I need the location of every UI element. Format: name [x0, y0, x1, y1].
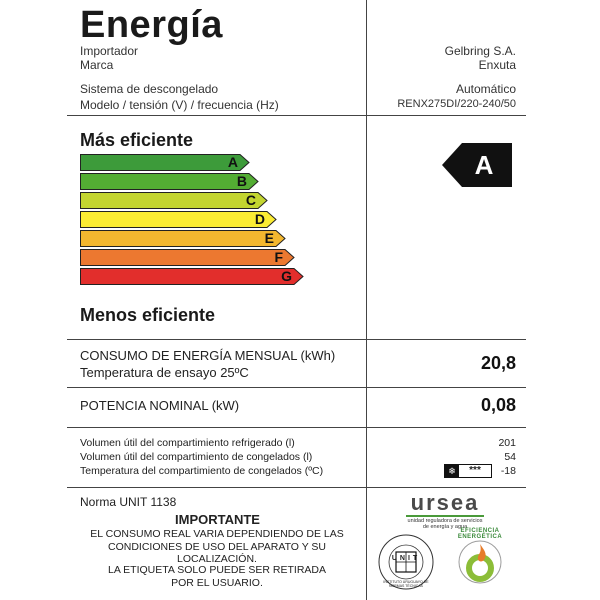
- unit-seal: UNIT INSTITUTO URUGUAYO DE NORMAS TÉCNIC…: [378, 534, 434, 590]
- efficiency-class-a: A: [80, 154, 250, 171]
- efficiency-class-letter: E: [264, 230, 274, 246]
- important-title: IMPORTANTE: [175, 512, 260, 527]
- efficiency-class-letter: A: [227, 154, 238, 170]
- consumption-value: 20,8: [480, 353, 516, 373]
- class-arrow-icon: [80, 230, 286, 247]
- important-line-2: CONDICIONES DE USO DEL APARATO Y SU LOCA…: [107, 541, 327, 565]
- efficiency-class-g: G: [80, 268, 304, 285]
- rating-letter: A: [474, 150, 494, 180]
- class-arrow-icon: [80, 192, 268, 209]
- class-arrow-icon: [80, 268, 304, 285]
- star-rating-text: ***: [469, 465, 481, 476]
- test-temperature-label: Temperatura de ensayo 25ºC: [80, 365, 249, 380]
- removal-line-2: POR EL USUARIO.: [171, 577, 263, 589]
- class-arrow-icon: [80, 249, 295, 266]
- class-arrow-icon: [80, 173, 259, 190]
- efficiency-class-e: E: [80, 230, 286, 247]
- importer-value: Gelbring S.A.: [444, 44, 516, 58]
- norma-label: Norma UNIT 1138: [80, 495, 177, 509]
- power-value: 0,08: [480, 395, 516, 415]
- power-label: POTENCIA NOMINAL (kW): [80, 398, 240, 413]
- most-efficient-label: Más eficiente: [80, 130, 194, 150]
- freezer-star-rating: ❄ ***: [444, 464, 492, 478]
- ursea-logo: ursea unidad reguladora de servicios de …: [400, 492, 490, 532]
- important-line-1: EL CONSUMO REAL VARIA DEPENDIENDO DE LAS: [90, 528, 344, 540]
- freezer-temperature-label: Temperatura del compartimiento de congel…: [80, 465, 324, 477]
- snowflake-icon: ❄: [445, 465, 459, 477]
- ursea-wordmark: ursea: [410, 490, 480, 515]
- divider: [67, 487, 526, 488]
- ursea-subtitle-2: de energía y agua: [422, 524, 468, 530]
- efficiency-class-d: D: [80, 211, 277, 228]
- freezer-volume-value: 54: [504, 451, 516, 463]
- efficiency-seal: EFICIENCIA ENERGÉTICA: [448, 528, 512, 592]
- rating-indicator: A: [442, 143, 512, 187]
- class-arrow-icon: [80, 154, 250, 171]
- unit-seal-icon: [378, 534, 434, 590]
- removal-line-1: LA ETIQUETA SOLO PUEDE SER RETIRADA: [107, 564, 327, 576]
- brand-label: Marca: [80, 58, 114, 72]
- freezer-volume-label: Volumen útil del compartimiento de conge…: [80, 451, 313, 463]
- defrost-label: Sistema de descongelado: [80, 82, 219, 96]
- efficiency-class-letter: D: [254, 211, 265, 227]
- efficiency-class-f: F: [80, 249, 295, 266]
- brand-value: Enxuta: [478, 58, 516, 72]
- least-efficient-label: Menos eficiente: [80, 305, 216, 325]
- divider: [67, 427, 526, 428]
- divider: [67, 339, 526, 340]
- label-title: Energía: [80, 4, 223, 46]
- rating-arrow-icon: [442, 143, 512, 187]
- column-divider: [366, 0, 367, 600]
- ursea-subtitle-1: unidad reguladora de servicios: [407, 518, 483, 524]
- model-label: Modelo / tensión (V) / frecuencia (Hz): [80, 98, 279, 112]
- efficiency-class-c: C: [80, 192, 268, 209]
- unit-seal-text: INSTITUTO URUGUAYO DE NORMAS TÉCNICAS: [383, 580, 429, 588]
- unit-seal-center: UNIT: [391, 555, 421, 562]
- defrost-value: Automático: [455, 82, 516, 96]
- importer-label: Importador: [80, 44, 139, 58]
- model-value: RENX275DI/220-240/50: [397, 98, 516, 110]
- efficiency-seal-text: EFICIENCIA ENERGÉTICA: [457, 528, 503, 540]
- consumption-label: CONSUMO DE ENERGÍA MENSUAL (kWh): [80, 348, 336, 363]
- divider: [67, 115, 526, 116]
- freezer-temperature-value: -18: [500, 465, 516, 477]
- efficiency-seal-icon: [458, 540, 502, 584]
- efficiency-class-letter: F: [274, 249, 283, 265]
- efficiency-class-b: B: [80, 173, 259, 190]
- efficiency-class-letter: B: [236, 173, 247, 189]
- efficiency-class-letter: G: [281, 268, 292, 284]
- class-arrow-icon: [80, 211, 277, 228]
- ursea-underline: [406, 515, 484, 517]
- fridge-volume-label: Volumen útil del compartimiento refriger…: [80, 437, 295, 449]
- divider: [67, 387, 526, 388]
- efficiency-class-letter: C: [245, 192, 256, 208]
- fridge-volume-value: 201: [498, 437, 516, 449]
